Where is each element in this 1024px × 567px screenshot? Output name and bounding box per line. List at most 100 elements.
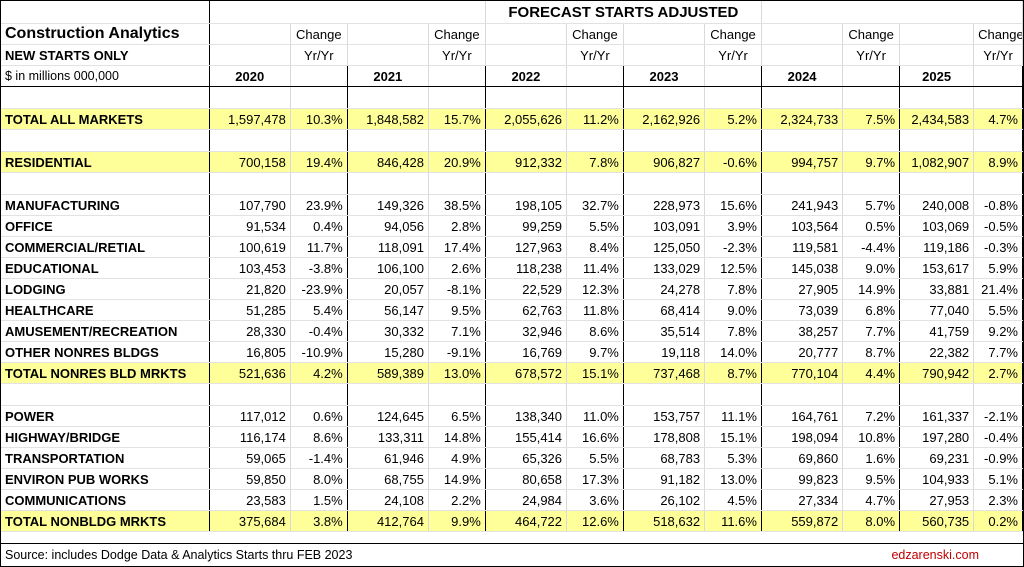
table-row: OTHER NONRES BLDGS 16,805 -10.9% 15,280 -9.1… <box>1 341 1023 363</box>
value-cell: 155,414 <box>485 426 568 448</box>
change-cell: 2.2% <box>428 489 486 511</box>
change-cell: -0.3% <box>973 236 1023 258</box>
value-cell: 24,278 <box>623 278 706 300</box>
change-header: Change <box>704 23 762 45</box>
change-cell: -10.9% <box>290 341 348 363</box>
table-row: RESIDENTIAL 700,158 19.4% 846,428 20.9% 912,3… <box>1 151 1023 173</box>
value-cell: 2,055,626 <box>485 108 568 130</box>
change-cell: 5.1% <box>973 468 1023 490</box>
row-label: POWER <box>1 405 210 427</box>
value-cell: 106,100 <box>347 257 429 279</box>
value-cell: 69,231 <box>899 447 975 469</box>
value-cell: 22,382 <box>899 341 975 363</box>
change-cell: 14.9% <box>842 278 901 300</box>
yryr-header: Yr/Yr <box>290 44 348 66</box>
value-cell: 19,118 <box>623 341 706 363</box>
site-link[interactable]: edzarenski.com <box>891 548 979 562</box>
value-cell: 133,029 <box>623 257 706 279</box>
change-cell: 19.4% <box>290 151 348 173</box>
value-cell: 91,534 <box>209 215 291 237</box>
table-row: AMUSEMENT/RECREATION 28,330 -0.4% 30,332 7.1… <box>1 320 1023 342</box>
value-cell: 103,069 <box>899 215 975 237</box>
blank-cell <box>1 1 210 24</box>
value-cell: 228,973 <box>623 194 706 216</box>
change-cell: -0.4% <box>973 426 1023 448</box>
header-row-yryr: NEW STARTS ONLY Yr/Yr Yr/Yr Yr/Yr Yr/Yr … <box>1 44 1023 66</box>
value-cell: 15,280 <box>347 341 429 363</box>
value-cell: 32,946 <box>485 320 568 342</box>
value-cell: 80,658 <box>485 468 568 490</box>
row-label: TOTAL NONRES BLD MRKTS <box>1 362 210 384</box>
change-cell: 15.7% <box>428 108 486 130</box>
value-cell: 241,943 <box>761 194 844 216</box>
value-cell: 1,082,907 <box>899 151 975 173</box>
value-cell: 198,105 <box>485 194 568 216</box>
value-cell: 559,872 <box>761 510 844 532</box>
value-cell: 26,102 <box>623 489 706 511</box>
value-cell: 118,091 <box>347 236 429 258</box>
value-cell: 737,468 <box>623 362 706 384</box>
change-header: Change <box>842 23 901 45</box>
change-cell: 6.8% <box>842 299 901 321</box>
value-cell: 240,008 <box>899 194 975 216</box>
value-cell: 68,783 <box>623 447 706 469</box>
value-cell: 16,769 <box>485 341 568 363</box>
value-cell: 27,953 <box>899 489 975 511</box>
change-cell: 20.9% <box>428 151 486 173</box>
change-cell: 13.0% <box>428 362 486 384</box>
change-cell: 4.5% <box>704 489 762 511</box>
change-cell: 8.0% <box>842 510 901 532</box>
change-cell: 9.9% <box>428 510 486 532</box>
change-cell: 4.7% <box>842 489 901 511</box>
change-cell: 11.2% <box>566 108 624 130</box>
change-cell: 8.0% <box>290 468 348 490</box>
change-cell: 11.6% <box>704 510 762 532</box>
change-cell: -4.4% <box>842 236 901 258</box>
year-header: 2021 <box>347 65 429 87</box>
change-cell: -2.3% <box>704 236 762 258</box>
value-cell: 20,777 <box>761 341 844 363</box>
change-cell: 14.8% <box>428 426 486 448</box>
change-cell: 8.4% <box>566 236 624 258</box>
table-row: TRANSPORTATION 59,065 -1.4% 61,946 4.9% 65,32… <box>1 447 1023 469</box>
value-cell: 99,259 <box>485 215 568 237</box>
change-cell: 17.4% <box>428 236 486 258</box>
value-cell: 119,581 <box>761 236 844 258</box>
value-cell: 27,334 <box>761 489 844 511</box>
value-cell: 61,946 <box>347 447 429 469</box>
change-cell: 4.4% <box>842 362 901 384</box>
value-cell: 28,330 <box>209 320 291 342</box>
change-cell: -0.8% <box>973 194 1023 216</box>
value-cell: 65,326 <box>485 447 568 469</box>
blank-cell <box>209 1 486 24</box>
value-cell: 994,757 <box>761 151 844 173</box>
change-cell: 7.8% <box>566 151 624 173</box>
value-cell: 38,257 <box>761 320 844 342</box>
value-cell: 68,755 <box>347 468 429 490</box>
blank-cell <box>761 1 1024 24</box>
change-header: Change <box>290 23 348 45</box>
change-cell: 32.7% <box>566 194 624 216</box>
change-cell: 2.8% <box>428 215 486 237</box>
value-cell: 1,848,582 <box>347 108 429 130</box>
value-cell: 59,065 <box>209 447 291 469</box>
value-cell: 153,617 <box>899 257 975 279</box>
change-cell: 7.7% <box>842 320 901 342</box>
change-cell: 12.3% <box>566 278 624 300</box>
year-header: 2022 <box>485 65 568 87</box>
value-cell: 33,881 <box>899 278 975 300</box>
value-cell: 100,619 <box>209 236 291 258</box>
change-cell: 15.1% <box>566 362 624 384</box>
change-cell: 2.3% <box>973 489 1023 511</box>
value-cell: 161,337 <box>899 405 975 427</box>
value-cell: 104,933 <box>899 468 975 490</box>
change-cell: -0.5% <box>973 215 1023 237</box>
value-cell: 1,597,478 <box>209 108 291 130</box>
forecast-table: FORECAST STARTS ADJUSTED Construction An… <box>1 1 1024 532</box>
yryr-header: Yr/Yr <box>842 44 901 66</box>
change-cell: 5.4% <box>290 299 348 321</box>
change-cell: 7.1% <box>428 320 486 342</box>
table-row: OFFICE 91,534 0.4% 94,056 2.8% 99,259 5.5% 103,… <box>1 215 1023 237</box>
subtitle: NEW STARTS ONLY <box>1 44 210 66</box>
